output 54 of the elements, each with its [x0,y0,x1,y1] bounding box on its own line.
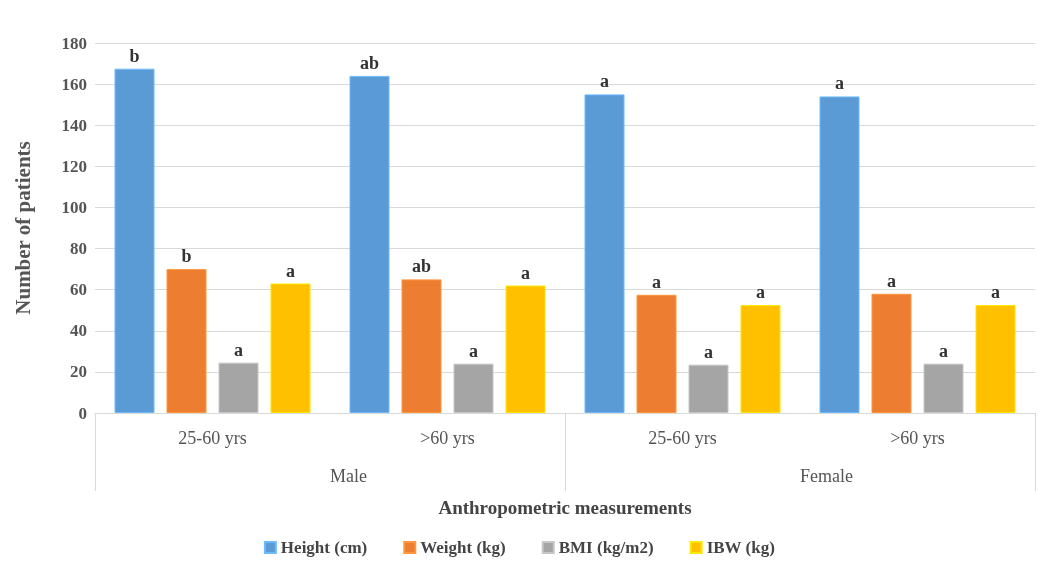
x-tick-label: 25-60 yrs [648,428,717,448]
legend-label: BMI (kg/m2) [558,538,654,557]
legend-label: Height (cm) [280,538,368,557]
data-label: a [704,341,713,362]
y-tick-label: 100 [61,197,87,217]
text: Male [330,466,367,486]
legend-label: Weight (kg) [420,538,506,557]
data-label: ab [359,52,380,73]
data-label: b [129,45,140,66]
bar [923,363,964,413]
bar [688,364,729,413]
data-label: b [181,246,192,267]
bar [975,305,1016,413]
x-tick-label: >60 yrs [890,428,945,448]
data-label: ab [411,256,432,277]
bar [218,362,259,413]
data-label: a [756,282,765,303]
bar [166,269,207,413]
data-label: a [234,339,243,360]
data-label: a [600,71,609,92]
bar [871,293,912,413]
y-tick-label: 60 [70,280,87,300]
bar [114,68,155,413]
text: Female [800,466,853,486]
data-label: a [887,270,896,291]
y-tick-label: 0 [78,403,87,423]
bar [270,283,311,413]
bar [505,285,546,413]
data-label: a [652,271,661,292]
bar [636,294,677,413]
y-tick-label: 160 [61,74,87,94]
y-tick-label: 40 [70,321,87,341]
y-tick-label: 120 [61,156,87,176]
data-label: a [835,73,844,94]
bar [401,279,442,413]
data-label: a [939,340,948,361]
x-tick-label: >60 yrs [420,428,475,448]
x-tick-label: 25-60 yrs [178,428,247,448]
y-tick-label: 180 [61,33,87,53]
bar [584,94,625,413]
legend-label: IBW (kg) [706,538,775,557]
y-tick-label: 80 [70,239,87,259]
y-tick-label: 140 [61,115,87,135]
bar [740,305,781,413]
bar [819,96,860,413]
data-label: a [286,260,295,281]
x-axis-title: Anthropometric measurements [438,497,692,518]
data-label: a [521,262,530,283]
bar [453,363,494,413]
bar [349,75,390,413]
data-label: a [469,340,478,361]
data-label: a [991,282,1000,303]
y-tick-label: 20 [70,362,87,382]
y-axis-title: Number of patients [10,141,35,315]
